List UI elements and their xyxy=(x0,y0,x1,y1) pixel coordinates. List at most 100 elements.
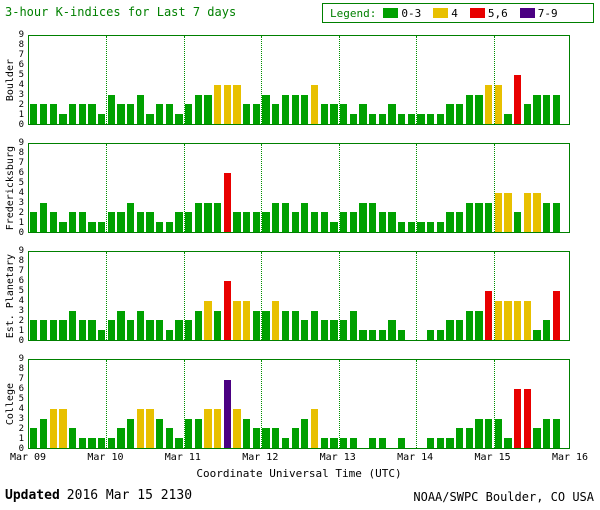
updated-label: Updated xyxy=(5,488,60,503)
k-index-bar xyxy=(465,428,473,448)
k-index-bar xyxy=(436,114,444,124)
k-index-bar xyxy=(117,212,125,232)
legend-item-label: 7-9 xyxy=(537,6,558,20)
day-gridline xyxy=(106,144,108,232)
y-tick-label: 9 xyxy=(18,138,24,148)
k-index-bar xyxy=(494,84,503,124)
k-index-bar xyxy=(223,173,232,232)
y-tick-label: 8 xyxy=(18,364,24,374)
legend-swatch-icon xyxy=(383,8,399,18)
k-index-bar xyxy=(320,212,328,232)
k-index-bar xyxy=(185,212,193,232)
k-index-bar xyxy=(446,212,454,232)
legend-item: 5,6 xyxy=(469,7,508,20)
k-index-bar xyxy=(281,202,290,232)
day-gridline xyxy=(493,252,495,340)
day-gridline xyxy=(338,360,340,448)
k-index-bar xyxy=(272,300,280,340)
k-index-bar xyxy=(243,104,251,124)
day-gridline xyxy=(261,252,263,340)
k-index-bar xyxy=(39,418,48,448)
k-index-bar xyxy=(97,438,106,448)
k-index-bar xyxy=(368,330,377,340)
x-tick-label: Mar 16 xyxy=(551,452,589,463)
k-index-bar xyxy=(165,330,173,340)
k-index-bar xyxy=(49,320,57,340)
k-index-bar xyxy=(485,84,493,124)
k-index-bar xyxy=(252,310,261,340)
k-index-bar xyxy=(59,408,67,448)
k-index-bar xyxy=(252,104,261,124)
k-index-bar xyxy=(465,310,473,340)
k-index-bar xyxy=(136,408,144,448)
legend-item: 0-3 xyxy=(383,7,421,20)
k-index-bar xyxy=(514,300,522,340)
k-index-bar xyxy=(446,320,454,340)
k-index-bar xyxy=(543,320,551,340)
y-tick-label: 4 xyxy=(18,296,24,306)
k-index-bar xyxy=(252,428,261,448)
k-index-bar xyxy=(146,320,154,340)
k-index-bar xyxy=(291,94,299,124)
y-tick-label: 6 xyxy=(18,60,24,70)
day-gridline xyxy=(493,36,495,124)
y-tick-label: 1 xyxy=(18,218,24,228)
k-index-bar xyxy=(514,75,522,124)
plot-area-est-planetary xyxy=(28,251,570,341)
k-index-bar xyxy=(49,408,57,448)
y-tick-label: 2 xyxy=(18,100,24,110)
station-label-boulder: Boulder xyxy=(4,58,16,102)
k-index-bar xyxy=(310,408,319,448)
k-index-bar xyxy=(427,222,435,232)
y-tick-label: 5 xyxy=(18,178,24,188)
k-index-bar xyxy=(233,212,241,232)
k-index-bar xyxy=(504,438,512,448)
y-tick-label: 0 xyxy=(18,444,24,454)
k-index-bar xyxy=(97,114,106,124)
k-index-bar xyxy=(475,310,483,340)
day-gridline xyxy=(183,36,185,124)
k-index-bar xyxy=(136,310,144,340)
y-tick-label: 7 xyxy=(18,374,24,384)
k-index-bar xyxy=(436,438,444,448)
k-index-bar xyxy=(485,291,493,340)
k-index-bar xyxy=(281,438,290,448)
k-index-bar xyxy=(194,94,202,124)
k-index-bar xyxy=(175,438,183,448)
k-index-bar xyxy=(88,320,96,340)
k-index-bar xyxy=(59,114,67,124)
k-index-bar xyxy=(504,192,512,232)
k-index-bar xyxy=(388,212,396,232)
k-index-bar xyxy=(88,438,96,448)
k-index-bar xyxy=(223,84,232,124)
k-index-bar xyxy=(465,202,473,232)
k-index-bar xyxy=(107,320,115,340)
k-index-bar xyxy=(320,104,328,124)
y-tick-label: 6 xyxy=(18,384,24,394)
day-gridline xyxy=(106,36,108,124)
k-index-bar xyxy=(523,104,532,124)
k-index-bar xyxy=(68,104,77,124)
k-index-bar xyxy=(397,222,406,232)
k-index-bar xyxy=(301,202,309,232)
day-gridline xyxy=(106,252,108,340)
k-index-bar xyxy=(156,104,164,124)
k-index-bar xyxy=(378,330,386,340)
k-index-bar xyxy=(146,408,154,448)
k-index-bar xyxy=(349,212,357,232)
k-index-bar xyxy=(272,202,280,232)
k-index-bar xyxy=(136,212,144,232)
k-index-bar xyxy=(320,438,328,448)
legend-swatch-icon xyxy=(433,8,449,18)
y-tick-label: 0 xyxy=(18,120,24,130)
y-tick-label: 7 xyxy=(18,50,24,60)
k-index-bar xyxy=(465,94,473,124)
k-index-bar xyxy=(475,418,483,448)
k-index-bar xyxy=(117,104,125,124)
x-axis-title: Coordinate Universal Time (UTC) xyxy=(196,467,402,480)
k-index-bar xyxy=(330,320,338,340)
k-index-bar xyxy=(117,310,125,340)
k-index-bar xyxy=(107,438,115,448)
k-index-bar xyxy=(494,300,503,340)
